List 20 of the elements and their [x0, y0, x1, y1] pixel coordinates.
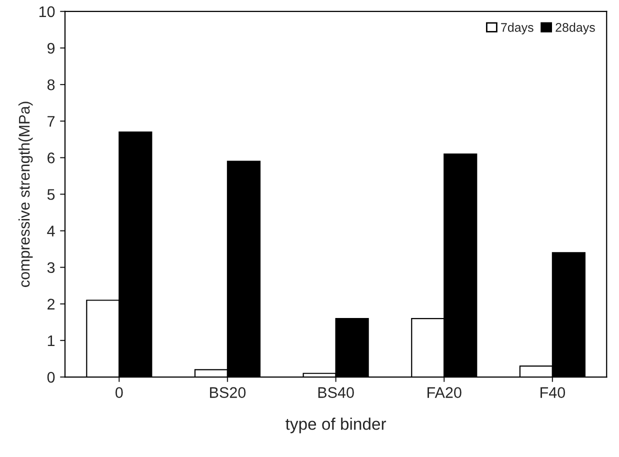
- legend-label: 7days: [501, 22, 534, 34]
- y-tick-label: 0: [47, 372, 55, 383]
- y-axis-title: compressive strength(MPa): [18, 102, 33, 287]
- x-tick-label: FA20: [428, 387, 462, 398]
- y-tick-label: 10: [39, 6, 55, 18]
- y-tick-label: 2: [48, 298, 55, 310]
- y-tick-label: 1: [48, 335, 55, 346]
- y-tick-label: 6: [48, 152, 55, 164]
- y-tick-label: 3: [47, 262, 55, 274]
- y-tick-label: 7: [48, 116, 55, 127]
- x-tick-label: F40: [540, 387, 566, 398]
- legend-label: 28days: [556, 22, 595, 34]
- y-tick-label: 4: [47, 226, 55, 236]
- y-tick-label: 5: [47, 189, 55, 200]
- x-tick-label: BS40: [318, 387, 354, 398]
- x-tick-label: 0: [116, 387, 123, 398]
- y-tick-label: 9: [47, 42, 55, 54]
- x-tick-label: BS20: [210, 387, 246, 398]
- y-tick-label: 8: [47, 79, 55, 90]
- x-axis-title: type of binder: [286, 418, 386, 434]
